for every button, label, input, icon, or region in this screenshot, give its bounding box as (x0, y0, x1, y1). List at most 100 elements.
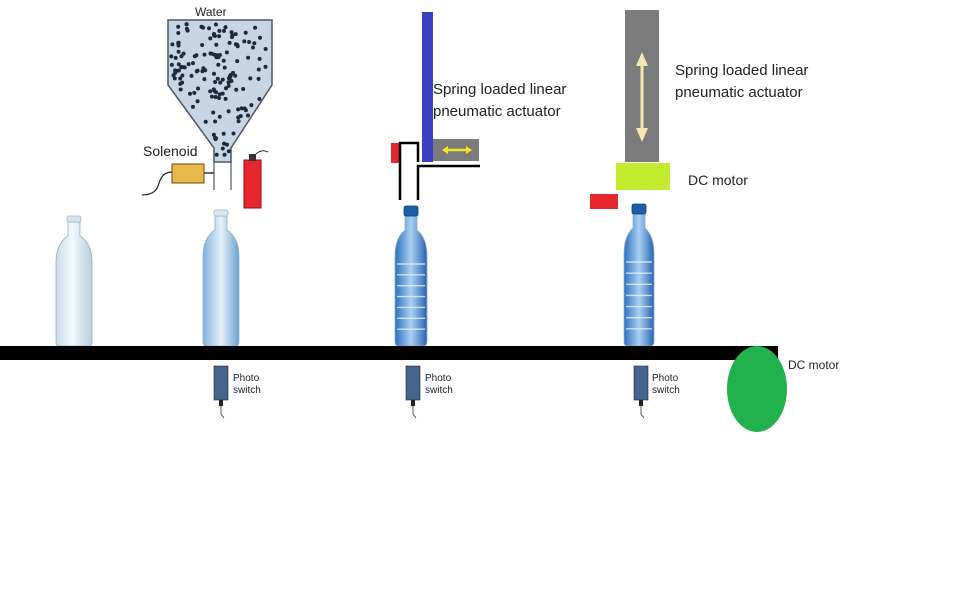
actuator-2-label-line2: pneumatic actuator (675, 84, 803, 101)
level-sensor-body (243, 159, 262, 209)
water-particle (191, 104, 195, 109)
water-particle (196, 86, 200, 91)
photo-switch-3-label-line2: switch (652, 385, 680, 396)
solenoid-label: Solenoid (143, 143, 198, 159)
water-particle (222, 65, 227, 70)
water-particle (181, 51, 186, 56)
water-particle (215, 76, 220, 81)
photo-switch-2 (405, 365, 421, 419)
water-particle (217, 114, 222, 119)
dc-motor-top-label: DC motor (688, 172, 748, 188)
water-particle (213, 119, 218, 124)
water-particle (236, 107, 241, 112)
water-particle (217, 96, 221, 100)
water-particle (173, 68, 178, 73)
water-particle (246, 55, 251, 60)
photo-switch-1 (213, 365, 229, 419)
level-sensor-cap (249, 154, 256, 161)
photo-switch-2-label-line2: switch (425, 385, 453, 396)
water-particle (226, 83, 231, 88)
water-particle (213, 80, 218, 84)
water-particle (176, 24, 181, 29)
water-particle (176, 41, 181, 45)
water-particle (170, 42, 175, 47)
water-particle (220, 146, 225, 151)
water-particle (186, 62, 191, 67)
water-particle (256, 76, 261, 81)
solenoid-body (171, 163, 205, 184)
water-particle (214, 136, 218, 141)
water-particle (208, 89, 213, 94)
water-particle (184, 26, 189, 31)
water-particle (258, 35, 262, 40)
red-sensor-2 (590, 194, 618, 209)
photo-switch-1-label-line2: switch (233, 385, 261, 396)
bottle-1 (55, 215, 93, 347)
water-particle (221, 58, 226, 63)
actuator-1-label-line1: Spring loaded linear (433, 81, 567, 98)
water-particle (218, 80, 223, 85)
water-particle (188, 91, 192, 96)
water-particle (184, 22, 189, 27)
capping-station-1 (391, 12, 480, 200)
water-particle (263, 47, 268, 51)
water-particle (239, 106, 244, 111)
bottle-body (55, 221, 93, 347)
water-particle (229, 79, 234, 83)
bottle-cap (213, 209, 229, 217)
water-particle (214, 152, 219, 157)
photo-switch-3-label: Photo switch (652, 373, 680, 397)
photo-switch-2-label-line1: Photo (425, 373, 452, 384)
water-particle (235, 44, 240, 49)
water-particle (223, 25, 228, 30)
water-particle (217, 34, 222, 39)
water-particle (172, 76, 177, 81)
water-particle (207, 26, 211, 31)
water-particle (191, 61, 195, 66)
water-particle (192, 54, 197, 59)
water-particle (222, 28, 226, 33)
bottle-body (202, 215, 240, 347)
actuator-1-arrow (442, 146, 472, 154)
actuator-1-rod (422, 12, 433, 162)
solenoid-valve (141, 163, 214, 196)
water-particle (231, 131, 236, 136)
water-particle (222, 152, 227, 157)
actuator-1-label: Spring loaded linear pneumatic actuator (433, 79, 566, 123)
water-particle (220, 91, 225, 96)
bottle-4 (623, 203, 655, 347)
water-particle (214, 55, 219, 60)
water-particle (217, 92, 222, 97)
water-particle (220, 77, 225, 82)
water-particle (203, 119, 208, 124)
water-particle (178, 76, 183, 81)
water-particle (214, 42, 219, 47)
water-label: Water (195, 5, 227, 19)
water-particle (176, 68, 181, 73)
water-particle (249, 103, 254, 108)
water-particle (169, 54, 174, 59)
water-particle (192, 90, 197, 95)
photo-switch-3 (633, 365, 649, 419)
actuator-2-arrow (636, 52, 648, 142)
capping-station-2 (590, 10, 670, 209)
water-particle (169, 62, 174, 67)
water-particle (221, 131, 226, 136)
water-particle (216, 62, 221, 67)
water-particle (229, 30, 234, 35)
water-particle (257, 56, 262, 61)
water-particle (226, 149, 231, 154)
water-particle (236, 119, 241, 124)
bottle-cap (66, 215, 82, 223)
water-particle (213, 95, 218, 99)
water-particle (202, 52, 207, 57)
bottles (55, 203, 655, 347)
water-particle (178, 81, 183, 86)
bottle-body (623, 213, 655, 347)
water-particles (169, 22, 268, 157)
dc-motor-top (616, 163, 670, 190)
photo-switch-2-label: Photo switch (425, 373, 453, 397)
bottle-cap (403, 205, 419, 217)
